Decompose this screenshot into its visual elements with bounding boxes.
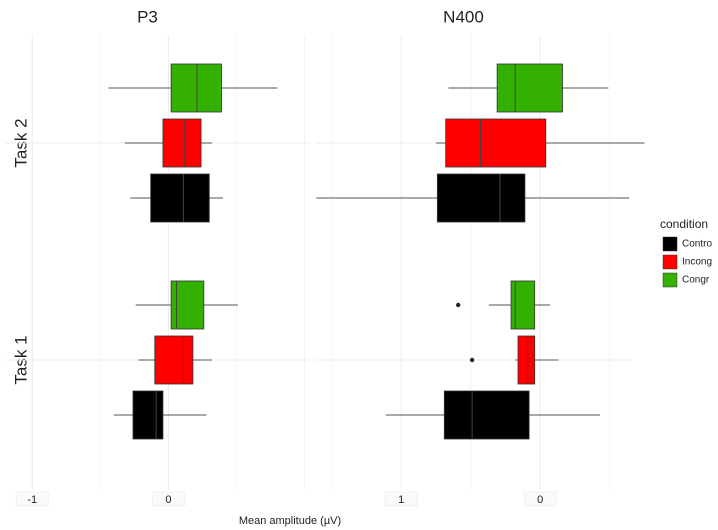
box bbox=[517, 335, 536, 385]
x-axis-label: Mean amplitude (µV) bbox=[239, 515, 341, 527]
legend-label: Contro bbox=[682, 239, 712, 250]
box bbox=[132, 390, 164, 440]
legend-key bbox=[662, 236, 678, 252]
legend-label: Congr bbox=[682, 275, 710, 286]
box bbox=[170, 63, 222, 113]
box bbox=[162, 118, 202, 168]
outlier bbox=[456, 302, 461, 308]
x-tick-label: 0 bbox=[165, 494, 171, 506]
legend-key bbox=[662, 272, 678, 288]
tick-label-box bbox=[384, 491, 418, 507]
box bbox=[496, 63, 563, 113]
box bbox=[170, 280, 205, 330]
outlier bbox=[469, 357, 475, 363]
box bbox=[150, 173, 210, 223]
x-tick-label: 0 bbox=[537, 494, 543, 506]
box bbox=[445, 118, 547, 168]
box bbox=[443, 390, 530, 440]
box bbox=[510, 280, 536, 330]
x-tick-label: -1 bbox=[27, 494, 37, 506]
legend-title: condition bbox=[660, 217, 708, 231]
panel-title: P3 bbox=[137, 7, 158, 26]
tick-label-box bbox=[15, 491, 49, 507]
tick-label-box bbox=[151, 491, 185, 507]
tick-label-box bbox=[523, 491, 557, 507]
box bbox=[154, 335, 194, 385]
legend-key bbox=[662, 254, 678, 270]
legend-label: Incong bbox=[682, 257, 712, 268]
panel-title: N400 bbox=[443, 7, 484, 26]
x-tick-label: 1 bbox=[398, 494, 404, 506]
box bbox=[436, 173, 526, 223]
